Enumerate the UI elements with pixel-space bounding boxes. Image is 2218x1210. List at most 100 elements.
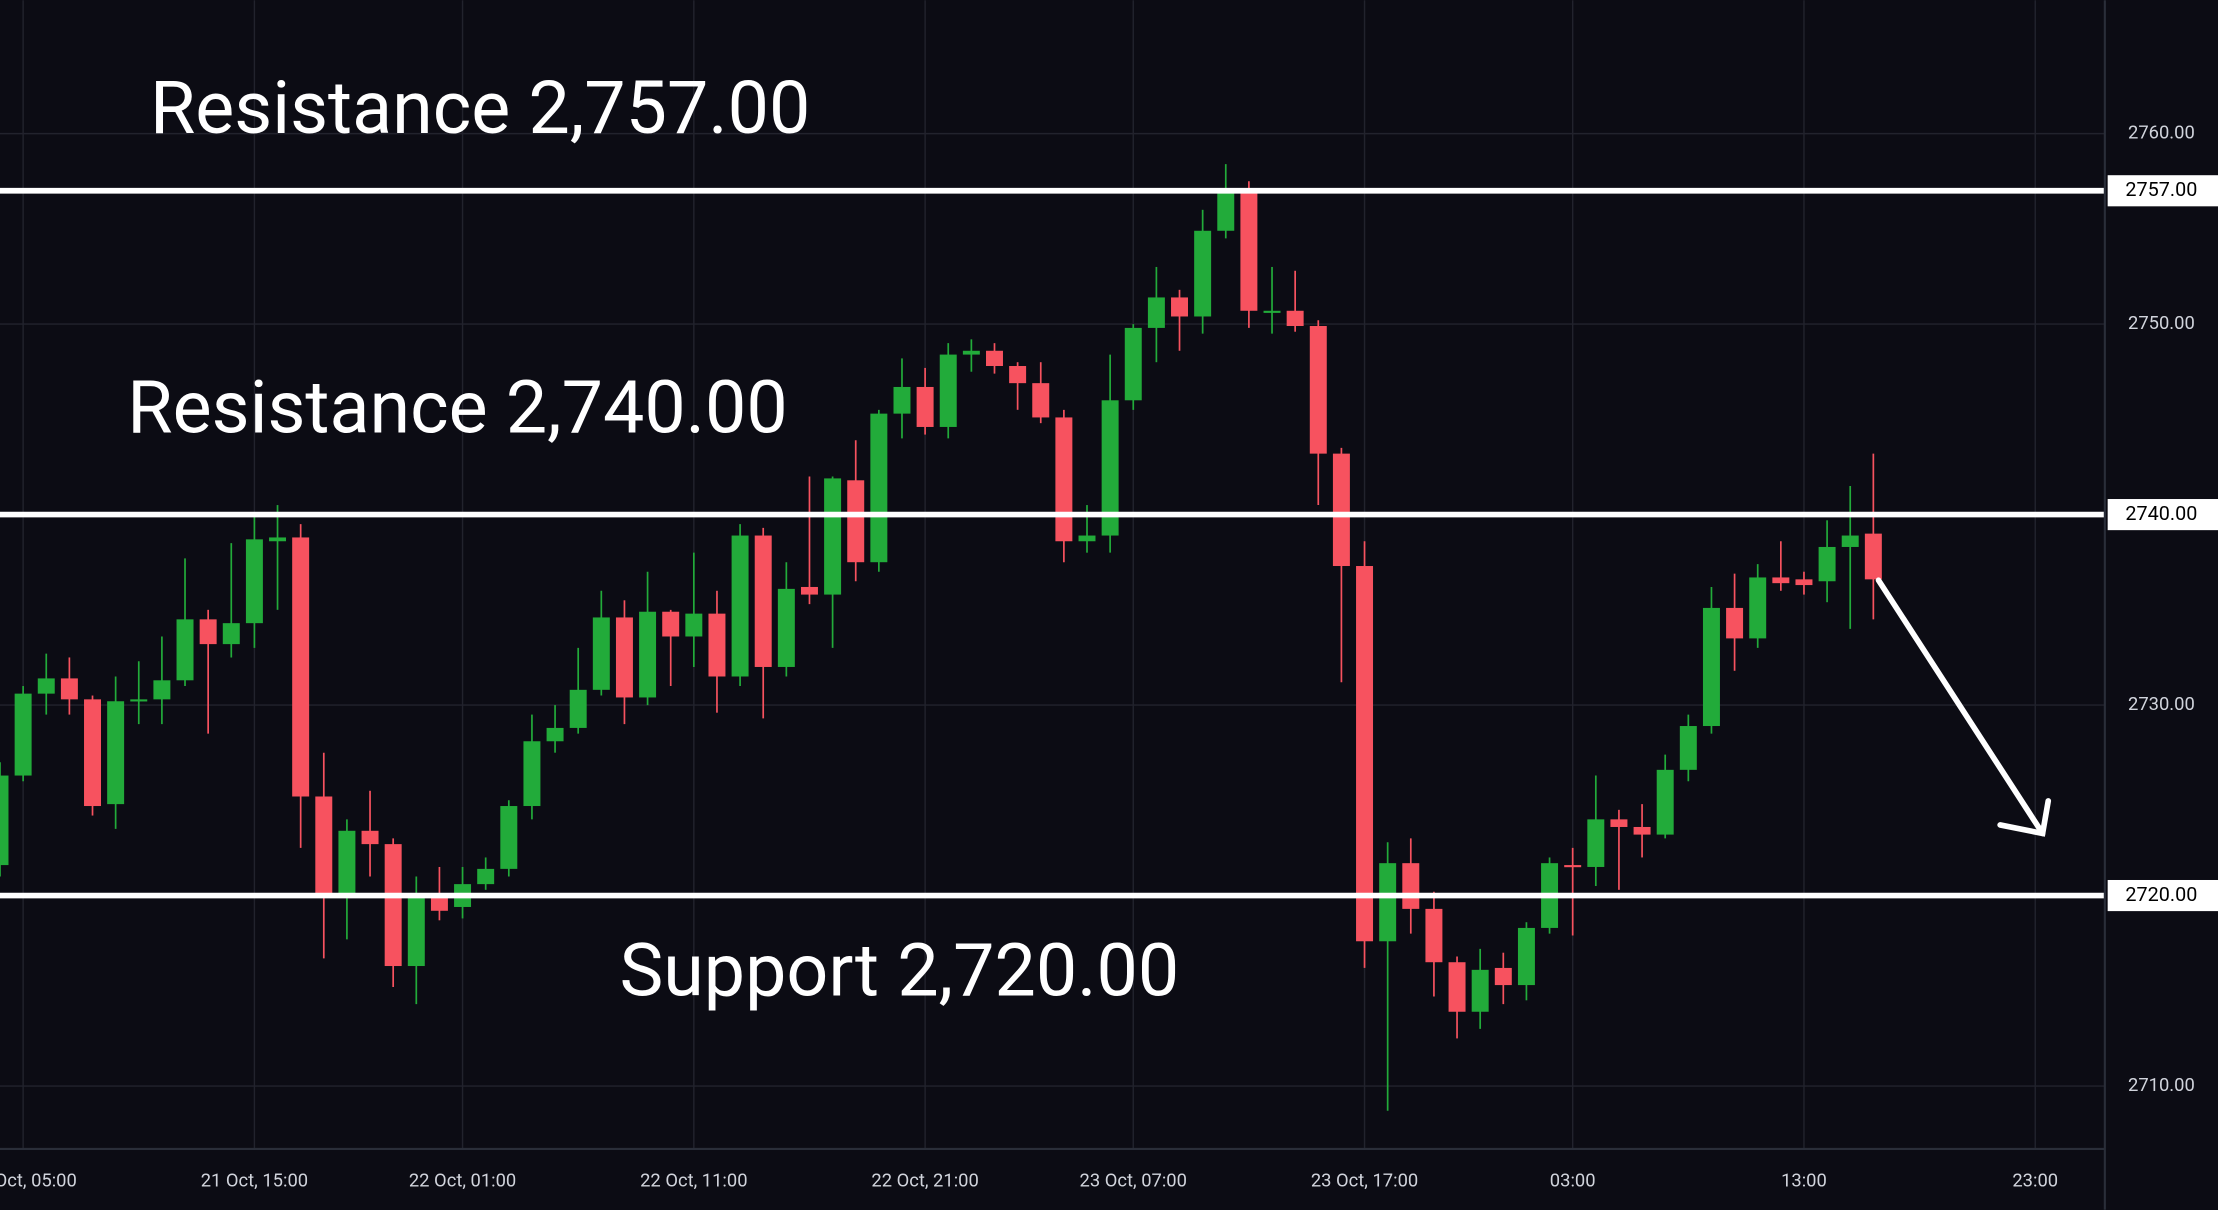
candle-body [477,868,495,885]
candle-body [1402,863,1420,909]
candle-body [1147,297,1165,328]
candle-body [569,689,587,728]
candle-body [14,693,32,776]
x-tick-label: 21 Oct, 05:00 [0,1170,77,1191]
candle-body [847,480,865,563]
candle-body [1217,190,1235,231]
candle-body [1679,726,1697,770]
candle-body [1263,310,1281,313]
candle-body [361,830,379,845]
axes: 2710.00 2730.00 2750.00 2760.00 21 Oct, 05:0… [0,122,2218,1191]
candle-body [430,895,448,911]
candle-body [800,586,818,595]
candle-body [1656,769,1674,835]
x-tick-label: 22 Oct, 11:00 [640,1170,747,1191]
candle-body [1471,969,1489,1012]
candle-body [1587,819,1605,867]
candle-body [107,701,125,805]
x-tick-label: 23:00 [2012,1170,2058,1191]
level-label-box [2107,175,2218,207]
candle-body [130,699,148,702]
candle-body [824,478,842,595]
candle-body [384,844,402,967]
candle-body [1009,366,1027,384]
candle-body [84,699,101,807]
candle-body [1078,535,1096,542]
candle-body [662,611,680,637]
candle-body [1633,826,1651,835]
candle-body [731,535,749,677]
candle-body [1194,230,1212,317]
candle-body [939,354,957,427]
x-tick-label: 23 Oct, 07:00 [1080,1170,1187,1191]
candle-body [592,617,610,690]
candle-body [1379,863,1397,942]
candle-body [0,775,9,866]
candle-body [777,588,795,667]
candle-body [1032,383,1050,418]
candle-body [269,537,287,542]
candle-body [500,806,518,869]
candle-body [1841,535,1859,547]
candle-body [523,741,541,807]
candle-body [1101,400,1119,536]
candle-body [986,350,1003,367]
candle-body [292,537,310,797]
candle-body [893,386,911,414]
candle-body [1332,453,1350,567]
candle-body [222,623,240,645]
candle-body [1772,577,1790,584]
annotation: Support 2,720.00 [620,928,1180,1014]
annotation: Resistance 2,740.00 [127,365,787,451]
y-tick-label: 2760.00 [2128,122,2195,143]
candle-body [754,535,772,667]
y-tick-label: 2750.00 [2128,313,2195,334]
candle-body [315,796,333,894]
candle-body [153,680,171,700]
x-tick-label: 22 Oct, 21:00 [871,1170,978,1191]
candle-body [60,678,78,700]
candle-body [1055,417,1073,542]
level-label-box [2107,499,2218,531]
candle-body [176,619,194,681]
candle-body [615,617,633,698]
x-tick-label: 21 Oct, 15:00 [201,1170,308,1191]
level-label: 2757.00 [2125,178,2197,201]
level-label: 2740.00 [2125,502,2197,525]
candle-body [245,539,263,624]
x-tick-label: 13:00 [1781,1170,1827,1191]
candle-body [1864,533,1882,580]
candle-body [639,611,657,698]
candle-body [1309,326,1327,454]
candle-body [1610,819,1628,827]
candle-body [1818,546,1836,582]
candle-body [916,386,934,427]
x-tick-label: 23 Oct, 17:00 [1311,1170,1418,1191]
level-label: 2720.00 [2125,883,2197,906]
candle-body [1494,967,1512,986]
y-tick-label: 2730.00 [2128,694,2195,715]
plot-area [0,164,2105,1111]
candle-body [1517,927,1535,986]
candle-body [1171,297,1189,317]
candle-body [962,350,980,355]
candle-body [1795,579,1813,586]
candle-body [338,830,356,894]
candle-body [1749,577,1767,639]
annotation: Resistance 2,757.00 [150,65,810,151]
candle-body [1286,310,1304,327]
candle-body [1448,962,1466,1012]
x-tick-label: 03:00 [1550,1170,1596,1191]
x-tick-label: 22 Oct, 01:00 [409,1170,516,1191]
candle-body [37,678,55,694]
level-label-box [2107,879,2218,912]
candle-body [199,619,217,645]
candle-body [1564,865,1582,868]
candle-body [1124,327,1142,401]
candle-body [1726,607,1744,639]
candle-body [685,613,703,637]
candle-body [1702,607,1720,727]
candle-body [708,613,726,677]
